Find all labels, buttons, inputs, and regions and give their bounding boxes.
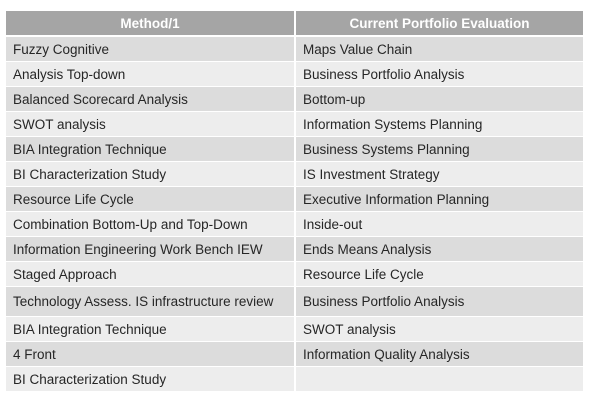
table-row: SWOT analysis Information Systems Planni…: [6, 112, 583, 137]
evaluation-cell: Maps Value Chain: [296, 37, 583, 61]
evaluation-cell: Information Quality Analysis: [296, 342, 583, 366]
evaluation-cell: Inside-out: [296, 212, 583, 236]
header-method: Method/1: [6, 11, 296, 35]
header-current-portfolio-evaluation: Current Portfolio Evaluation: [296, 11, 583, 35]
evaluation-cell: [296, 367, 583, 391]
evaluation-cell: Resource Life Cycle: [296, 262, 583, 286]
method-cell: Combination Bottom-Up and Top-Down: [6, 212, 296, 236]
method-cell: 4 Front: [6, 342, 296, 366]
table-row: Combination Bottom-Up and Top-Down Insid…: [6, 212, 583, 237]
table-header-row: Method/1 Current Portfolio Evaluation: [6, 11, 583, 37]
evaluation-cell: Business Portfolio Analysis: [296, 62, 583, 86]
evaluation-cell: Business Systems Planning: [296, 137, 583, 161]
table-row: BIA Integration Technique Business Syste…: [6, 137, 583, 162]
evaluation-cell: Executive Information Planning: [296, 187, 583, 211]
method-cell: Information Engineering Work Bench IEW: [6, 237, 296, 261]
evaluation-cell: IS Investment Strategy: [296, 162, 583, 186]
table-row: Balanced Scorecard Analysis Bottom-up: [6, 87, 583, 112]
method-cell: SWOT analysis: [6, 112, 296, 136]
table-row: BIA Integration Technique SWOT analysis: [6, 317, 583, 342]
table-row: Resource Life Cycle Executive Informatio…: [6, 187, 583, 212]
method-cell: BIA Integration Technique: [6, 137, 296, 161]
evaluation-cell: Business Portfolio Analysis: [296, 287, 583, 316]
method-cell: BIA Integration Technique: [6, 317, 296, 341]
method-cell: BI Characterization Study: [6, 162, 296, 186]
evaluation-cell: Bottom-up: [296, 87, 583, 111]
table-row: Information Engineering Work Bench IEW E…: [6, 237, 583, 262]
method-cell: Staged Approach: [6, 262, 296, 286]
method-cell: BI Characterization Study: [6, 367, 296, 391]
methods-table: Method/1 Current Portfolio Evaluation Fu…: [6, 11, 583, 392]
method-cell: Resource Life Cycle: [6, 187, 296, 211]
table-row: Technology Assess. IS infrastructure rev…: [6, 287, 583, 317]
evaluation-cell: SWOT analysis: [296, 317, 583, 341]
table-row: BI Characterization Study IS Investment …: [6, 162, 583, 187]
table-row: 4 Front Information Quality Analysis: [6, 342, 583, 367]
method-cell: Technology Assess. IS infrastructure rev…: [6, 287, 296, 316]
table-row: BI Characterization Study: [6, 367, 583, 392]
table-row: Staged Approach Resource Life Cycle: [6, 262, 583, 287]
table-row: Analysis Top-down Business Portfolio Ana…: [6, 62, 583, 87]
evaluation-cell: Information Systems Planning: [296, 112, 583, 136]
method-cell: Analysis Top-down: [6, 62, 296, 86]
method-cell: Balanced Scorecard Analysis: [6, 87, 296, 111]
evaluation-cell: Ends Means Analysis: [296, 237, 583, 261]
table-row: Fuzzy Cognitive Maps Value Chain: [6, 37, 583, 62]
method-cell: Fuzzy Cognitive: [6, 37, 296, 61]
